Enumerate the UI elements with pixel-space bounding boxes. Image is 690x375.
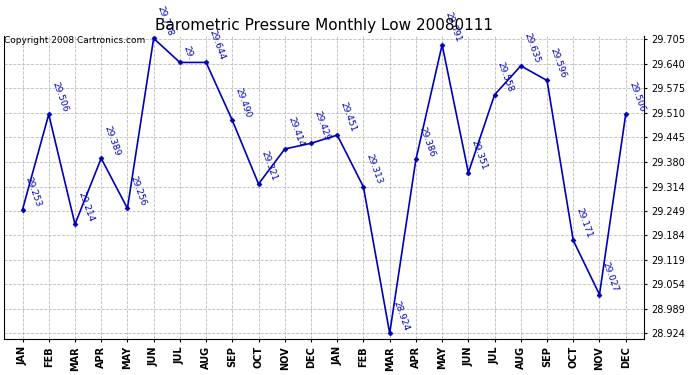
Text: 29.389: 29.389 bbox=[103, 124, 122, 157]
Text: 29.506: 29.506 bbox=[50, 80, 70, 113]
Text: 29.635: 29.635 bbox=[522, 32, 542, 64]
Text: 29.596: 29.596 bbox=[549, 46, 568, 79]
Text: 29.313: 29.313 bbox=[365, 153, 384, 186]
Text: 29.351: 29.351 bbox=[470, 139, 489, 171]
Text: 29.451: 29.451 bbox=[339, 101, 358, 134]
Text: 29.214: 29.214 bbox=[77, 190, 95, 223]
Text: 29.429: 29.429 bbox=[313, 110, 331, 142]
Text: 29.027: 29.027 bbox=[601, 261, 620, 293]
Text: 29.171: 29.171 bbox=[575, 206, 594, 239]
Text: 29.506: 29.506 bbox=[627, 80, 647, 113]
Text: 29.253: 29.253 bbox=[24, 176, 43, 208]
Text: 29.321: 29.321 bbox=[260, 150, 279, 183]
Text: 29.644: 29.644 bbox=[208, 28, 226, 61]
Text: 29.386: 29.386 bbox=[417, 125, 437, 158]
Text: Copyright 2008 Cartronics.com: Copyright 2008 Cartronics.com bbox=[4, 36, 146, 45]
Text: 29.708: 29.708 bbox=[155, 4, 175, 37]
Text: 29.: 29. bbox=[181, 45, 195, 61]
Title: Barometric Pressure Monthly Low 20080111: Barometric Pressure Monthly Low 20080111 bbox=[155, 18, 493, 33]
Text: 29.558: 29.558 bbox=[496, 61, 515, 93]
Text: 29.490: 29.490 bbox=[234, 86, 253, 119]
Text: 28.924: 28.924 bbox=[391, 300, 411, 332]
Text: 29.691: 29.691 bbox=[444, 10, 463, 44]
Text: 29.414: 29.414 bbox=[286, 115, 305, 148]
Text: 29.256: 29.256 bbox=[129, 174, 148, 207]
